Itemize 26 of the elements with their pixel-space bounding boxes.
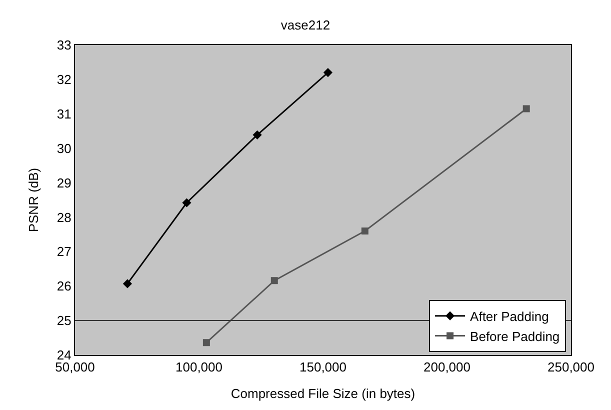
point [122, 279, 132, 288]
y-tick-label: 26 [56, 278, 72, 294]
legend-label: Before Padding [470, 328, 560, 344]
y-tick-label: 25 [56, 313, 72, 328]
y-tick-label: 29 [56, 175, 72, 190]
x-tick-label: 200,000 [424, 360, 470, 375]
point [361, 228, 368, 234]
point [522, 105, 530, 112]
point [182, 198, 192, 208]
y-tick-label: 31 [56, 106, 72, 122]
y-tick-label: 28 [56, 210, 72, 225]
point [270, 277, 278, 284]
x-tick-label: 150,000 [300, 360, 346, 375]
x-axis-title: Compressed File Size (in bytes) [230, 386, 416, 402]
y-tick-label: 30 [56, 140, 72, 156]
point [202, 339, 210, 346]
x-tick-label: 100,000 [176, 360, 222, 375]
y-tick-label: 33 [56, 38, 72, 53]
y-tick-label: 32 [56, 72, 72, 87]
y-tick-label: 27 [56, 244, 72, 260]
legend-label: After Padding [470, 308, 549, 324]
chart-title: vase212 [280, 18, 330, 33]
point [323, 68, 333, 78]
y-axis-title: PSNR (dB) [26, 168, 41, 232]
point [252, 130, 262, 140]
x-tick-label: 250,000 [548, 360, 594, 375]
